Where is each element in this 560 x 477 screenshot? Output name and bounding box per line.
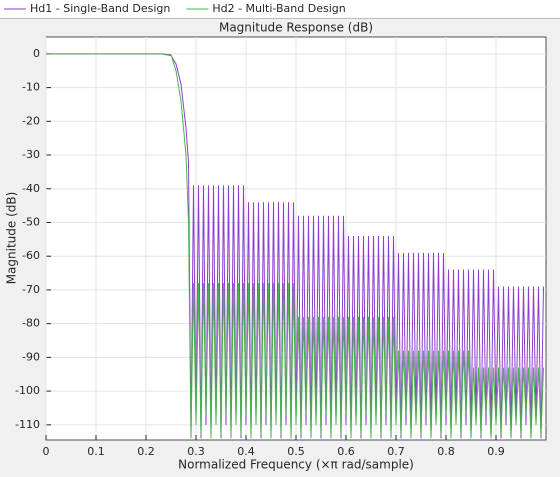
y-tick-label: -40 bbox=[22, 182, 40, 195]
y-tick-label: -100 bbox=[15, 384, 40, 397]
x-tick-label: 0 bbox=[43, 445, 50, 458]
legend-bar bbox=[0, 0, 560, 18]
y-tick-label: -50 bbox=[22, 215, 40, 228]
y-tick-label: 0 bbox=[33, 47, 40, 60]
x-tick-label: 0.9 bbox=[487, 445, 505, 458]
y-tick-label: -20 bbox=[22, 114, 40, 127]
x-axis-label: Normalized Frequency (×π rad/sample) bbox=[178, 458, 414, 472]
x-tick-label: 0.8 bbox=[437, 445, 455, 458]
lines bbox=[46, 53, 544, 439]
chart-title: Magnitude Response (dB) bbox=[219, 21, 373, 35]
y-tick-label: -80 bbox=[22, 317, 40, 330]
y-tick-label: -110 bbox=[15, 418, 40, 431]
y-tick-label: -90 bbox=[22, 350, 40, 363]
x-tick-label: 0.1 bbox=[87, 445, 105, 458]
y-tick-label: -60 bbox=[22, 249, 40, 262]
legend-label: Hd1 - Single-Band Design bbox=[30, 2, 170, 15]
x-tick-label: 0.2 bbox=[137, 445, 155, 458]
y-tick-label: -70 bbox=[22, 283, 40, 296]
x-tick-label: 0.5 bbox=[287, 445, 305, 458]
x-tick-label: 0.3 bbox=[187, 445, 205, 458]
x-tick-label: 0.6 bbox=[337, 445, 355, 458]
y-tick-label: -30 bbox=[22, 148, 40, 161]
series-line bbox=[46, 53, 544, 439]
legend: Hd1 - Single-Band Design Hd2 - Multi-Band… bbox=[4, 2, 346, 15]
x-tick-label: 0.7 bbox=[387, 445, 405, 458]
x-tick-label: 0.4 bbox=[237, 445, 255, 458]
y-axis-label: Magnitude (dB) bbox=[5, 192, 19, 285]
y-tick-label: -10 bbox=[22, 81, 40, 94]
legend-label: Hd2 - Multi-Band Design bbox=[212, 2, 345, 15]
